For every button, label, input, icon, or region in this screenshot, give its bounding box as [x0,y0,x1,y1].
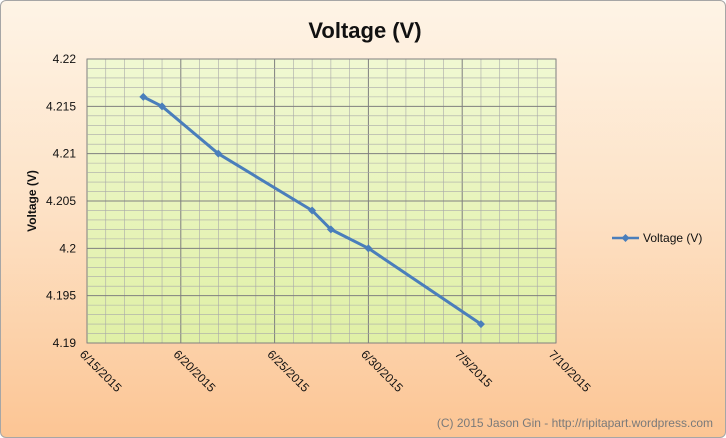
x-tick-label: 7/5/2015 [452,347,495,390]
copyright-credit: (C) 2015 Jason Gin - http://ripitapart.w… [437,416,713,430]
gridlines [86,58,557,344]
legend: Voltage (V) [612,231,702,245]
y-tick-label: 4.19 [53,336,77,350]
data-point-marker [326,225,335,234]
x-tick-label: 6/30/2015 [358,347,406,395]
data-point-marker [308,206,317,215]
y-tick-label: 4.205 [46,194,76,208]
y-tick-label: 4.215 [46,99,76,113]
x-axis-ticks: 6/15/2015 6/20/2015 6/25/2015 6/30/2015 7/5/… [77,347,594,395]
x-tick-label: 6/20/2015 [171,347,219,395]
y-axis-ticks: 4.19 4.195 4.2 4.205 4.21 4.215 4.22 [46,52,76,350]
chart-title: Voltage (V) [308,18,421,43]
data-point-marker [139,92,148,101]
x-tick-label: 6/15/2015 [77,347,125,395]
y-tick-label: 4.2 [59,241,76,255]
data-point-marker [158,102,167,111]
y-tick-label: 4.195 [46,289,76,303]
y-tick-label: 4.22 [53,52,77,66]
x-tick-label: 6/25/2015 [264,347,312,395]
data-point-marker [364,244,373,253]
y-axis-label: Voltage (V) [25,170,39,232]
data-point-marker [214,149,223,158]
x-tick-label: 7/10/2015 [546,347,594,395]
legend-entry-voltage: Voltage (V) [643,231,702,245]
legend-marker-icon [621,234,630,242]
data-point-marker [476,320,485,329]
y-tick-label: 4.21 [53,147,77,161]
series-voltage [139,92,485,329]
